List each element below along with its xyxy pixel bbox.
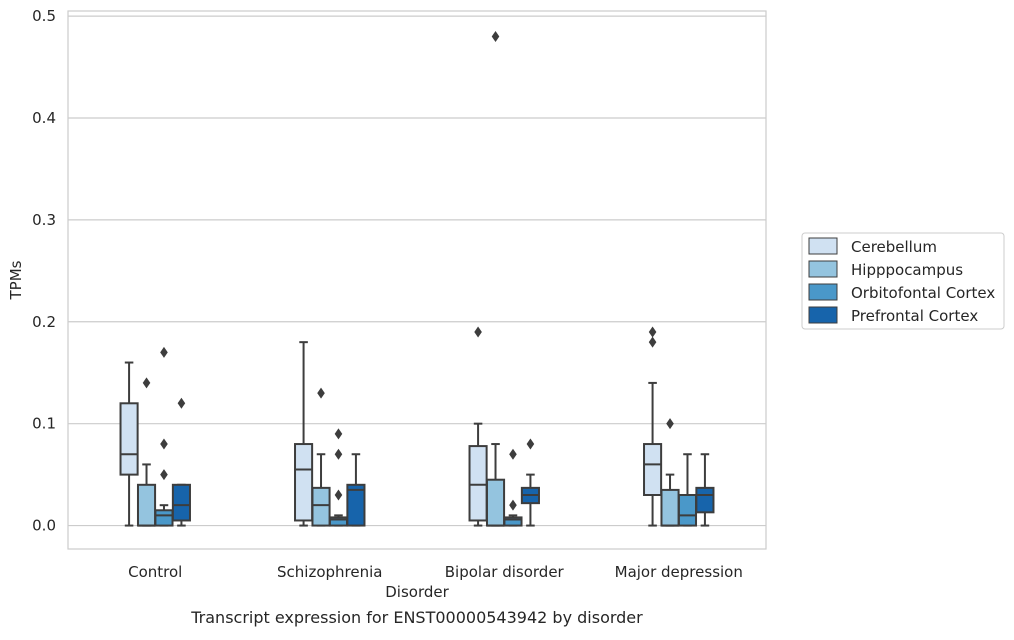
box-group (468, 326, 488, 527)
outlier-point (160, 469, 168, 481)
legend-swatch (808, 306, 838, 324)
outlier-point (491, 30, 500, 42)
outlier-point (648, 336, 657, 348)
outlier-point (160, 346, 168, 358)
x-tick-labels: Control Schizophrenia Bipolar disorder Majo… (128, 563, 743, 581)
x-tick-label: Bipolar disorder (445, 563, 565, 581)
legend-swatch (808, 260, 838, 278)
outlier-point (177, 397, 186, 409)
legend-frame (801, 232, 1005, 330)
box-group (311, 387, 331, 527)
x-tick-label: Control (128, 563, 182, 581)
x-tick-label: Schizophrenia (277, 563, 382, 581)
outlier-point (334, 448, 343, 460)
legend-swatch (808, 283, 838, 301)
y-tick-label: 0.1 (32, 415, 56, 433)
box-group (346, 453, 366, 527)
box-group (485, 30, 506, 527)
outlier-point (334, 489, 343, 501)
box-group (643, 326, 663, 527)
y-tick-label: 0.4 (32, 109, 56, 127)
box-group (171, 397, 191, 527)
box (695, 486, 715, 514)
box (154, 509, 174, 527)
box-group (660, 418, 680, 527)
box (643, 443, 663, 496)
box (311, 486, 331, 527)
outlier-point (160, 438, 168, 450)
box-group (328, 428, 349, 527)
legend: Cerebellum Hipppocampus Orbitofontal Corte… (801, 232, 1005, 330)
box (503, 516, 523, 527)
legend-swatch (808, 237, 838, 255)
box (294, 443, 314, 522)
box (660, 488, 680, 527)
outlier-point (142, 377, 151, 389)
x-tick-label: Major depression (615, 563, 743, 581)
outlier-point (666, 418, 674, 430)
box (171, 483, 191, 522)
outlier-point (317, 387, 325, 399)
y-tick-label: 0.0 (32, 517, 56, 535)
outlier-point (334, 428, 343, 440)
box (677, 493, 698, 527)
y-axis-label: TPMs (7, 260, 25, 300)
box-group (695, 453, 715, 527)
box (136, 483, 157, 527)
legend-label: Prefrontal Cortex (851, 307, 978, 325)
box-group (136, 377, 157, 527)
outlier-point (526, 438, 535, 450)
box-group (677, 453, 698, 527)
box-series (119, 30, 715, 527)
legend-label: Orbitofontal Cortex (851, 284, 995, 302)
outlier-point (648, 326, 657, 338)
x-axis-label: Disorder (385, 583, 449, 601)
legend-label: Hipppocampus (851, 261, 963, 279)
y-tick-label: 0.5 (32, 7, 56, 25)
box-group (520, 438, 540, 527)
box-group (294, 341, 314, 527)
box-group (503, 448, 523, 527)
box (119, 402, 139, 476)
box-group (119, 361, 139, 527)
y-tick-label: 0.3 (32, 211, 56, 229)
box-group (154, 346, 174, 527)
chart-caption: Transcript expression for ENST0000054394… (190, 608, 643, 627)
box (346, 483, 366, 527)
y-tick-labels: 0.0 0.1 0.2 0.3 0.4 0.5 (32, 7, 56, 534)
box (485, 478, 506, 527)
legend-label: Cerebellum (851, 238, 937, 256)
y-tick-label: 0.2 (32, 313, 56, 331)
outlier-point (509, 499, 517, 511)
outlier-point (509, 448, 517, 460)
box (468, 445, 488, 522)
outlier-point (474, 326, 482, 338)
